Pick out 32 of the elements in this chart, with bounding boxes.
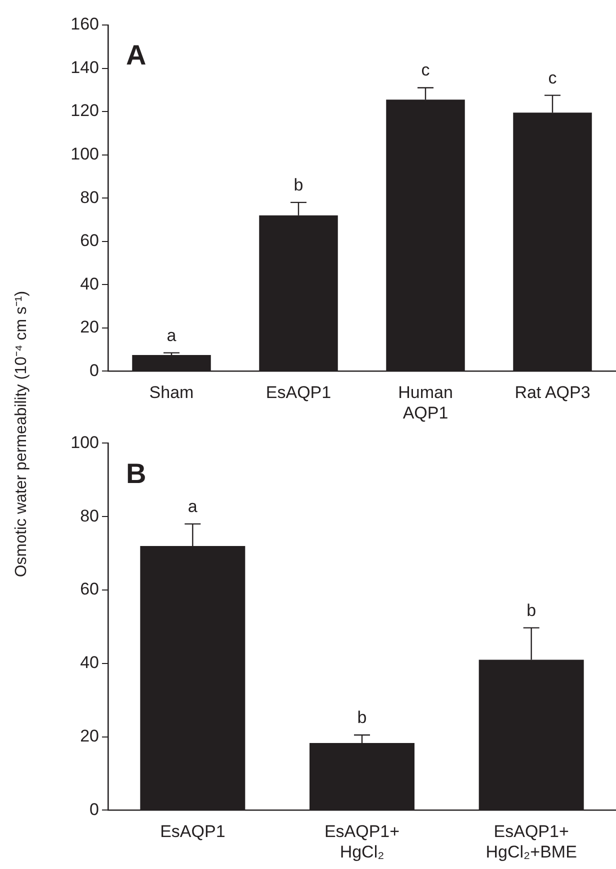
y-tick-label: 40 bbox=[80, 274, 99, 294]
y-tick-label: 100 bbox=[70, 432, 99, 452]
data-label: c bbox=[421, 60, 430, 80]
y-tick-label: 20 bbox=[80, 318, 99, 337]
x-tick-label: EsAQP1 bbox=[266, 383, 332, 402]
data-label: a bbox=[166, 326, 177, 345]
text: A bbox=[126, 40, 146, 71]
text: B bbox=[126, 458, 146, 489]
x-tick-label: EsAQP1 bbox=[160, 822, 226, 842]
x-tick-label: EsAQP1+ HgCl₂+BME bbox=[486, 822, 577, 862]
y-tick-label: 0 bbox=[90, 800, 99, 819]
y-tick-label: 60 bbox=[80, 580, 99, 599]
data-label: b bbox=[526, 600, 536, 620]
data-label: c bbox=[548, 68, 558, 88]
y-tick-label: 20 bbox=[80, 726, 99, 746]
y-tick-label: 140 bbox=[70, 58, 99, 77]
data-label: b bbox=[294, 175, 304, 194]
x-tick-label: Rat AQP3 bbox=[514, 383, 590, 402]
y-tick-label: 60 bbox=[80, 231, 99, 250]
y-tick-label: 40 bbox=[80, 653, 99, 672]
x-tick-label: EsAQP1+ HgCl₂ bbox=[324, 822, 400, 862]
y-tick-label: 80 bbox=[80, 188, 99, 207]
x-tick-label: Sham bbox=[149, 383, 194, 402]
y-axis-title: Osmotic water permeability (10⁻⁴ cm s⁻¹) bbox=[12, 290, 31, 578]
y-tick-label: 0 bbox=[90, 360, 99, 380]
x-tick-label: Human AQP1 bbox=[398, 383, 453, 422]
y-tick-label: 160 bbox=[70, 14, 99, 34]
y-tick-label: 80 bbox=[80, 506, 99, 526]
y-tick-label: 120 bbox=[70, 101, 99, 120]
data-label: a bbox=[188, 496, 198, 516]
data-label: b bbox=[357, 708, 367, 727]
y-tick-label: 100 bbox=[70, 144, 99, 164]
